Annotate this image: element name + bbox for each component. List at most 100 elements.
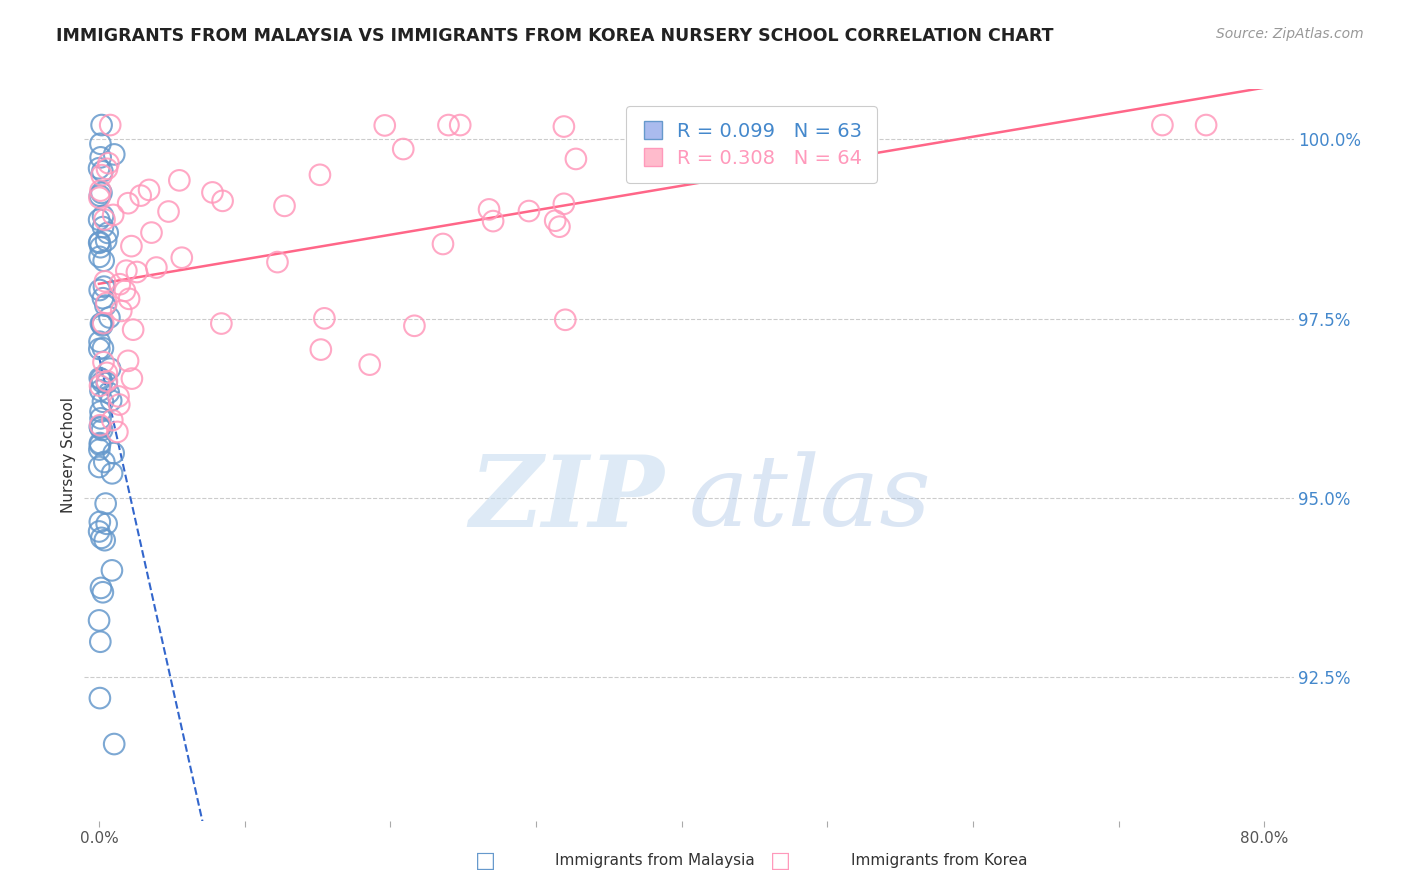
Point bbox=[122, 323, 145, 337]
Point bbox=[87, 614, 110, 628]
Point bbox=[98, 310, 121, 325]
Point bbox=[89, 378, 111, 392]
Point bbox=[392, 142, 415, 156]
Point bbox=[89, 342, 111, 356]
Point bbox=[90, 531, 112, 545]
Point bbox=[89, 240, 111, 254]
Point bbox=[89, 212, 111, 227]
Point bbox=[90, 150, 112, 164]
Point bbox=[89, 334, 111, 349]
Point bbox=[89, 418, 111, 433]
Point bbox=[89, 515, 111, 529]
Point bbox=[96, 366, 118, 380]
Point bbox=[114, 284, 136, 298]
Point bbox=[93, 533, 115, 548]
Point bbox=[89, 371, 111, 385]
Point bbox=[89, 188, 111, 202]
Point bbox=[103, 446, 125, 460]
Point bbox=[96, 376, 118, 390]
Point bbox=[478, 202, 501, 217]
Text: Immigrants from Malaysia: Immigrants from Malaysia bbox=[555, 854, 755, 868]
Point bbox=[89, 191, 111, 205]
Point bbox=[517, 204, 540, 219]
Point bbox=[314, 311, 336, 326]
Text: Source: ZipAtlas.com: Source: ZipAtlas.com bbox=[1216, 27, 1364, 41]
Text: □: □ bbox=[475, 851, 495, 871]
Point bbox=[89, 460, 111, 475]
Point bbox=[93, 212, 115, 227]
Point bbox=[91, 209, 114, 223]
Point bbox=[145, 260, 167, 275]
Point bbox=[101, 413, 124, 427]
Point bbox=[97, 156, 120, 170]
Point bbox=[97, 226, 120, 240]
Point bbox=[120, 239, 142, 253]
Point bbox=[90, 372, 112, 386]
Point bbox=[94, 497, 117, 511]
Point bbox=[89, 235, 111, 249]
Point bbox=[266, 255, 288, 269]
Point bbox=[93, 355, 115, 369]
Point bbox=[169, 173, 191, 187]
Point bbox=[309, 343, 332, 357]
Point bbox=[89, 419, 111, 434]
Text: ZIP: ZIP bbox=[470, 450, 665, 547]
Point bbox=[96, 161, 118, 176]
Point bbox=[129, 188, 152, 202]
Point bbox=[96, 374, 118, 388]
Point bbox=[101, 563, 124, 577]
Point bbox=[1195, 118, 1218, 132]
Y-axis label: Nursery School: Nursery School bbox=[60, 397, 76, 513]
Point bbox=[89, 634, 111, 648]
Point bbox=[374, 119, 396, 133]
Point bbox=[89, 384, 111, 398]
Point bbox=[273, 199, 295, 213]
Point bbox=[170, 251, 193, 265]
Point bbox=[437, 118, 460, 132]
Point bbox=[121, 371, 143, 385]
Point bbox=[91, 220, 114, 235]
Point bbox=[94, 274, 117, 288]
Point bbox=[1152, 118, 1174, 132]
Point bbox=[108, 277, 131, 292]
Point bbox=[89, 438, 111, 452]
Legend: R = 0.099   N = 63, R = 0.308   N = 64: R = 0.099 N = 63, R = 0.308 N = 64 bbox=[626, 106, 877, 183]
Point bbox=[89, 691, 111, 706]
Point bbox=[98, 361, 121, 376]
Point bbox=[107, 389, 129, 403]
Point bbox=[201, 186, 224, 200]
Point bbox=[90, 411, 112, 425]
Point bbox=[89, 436, 111, 450]
Point bbox=[101, 208, 124, 222]
Point bbox=[96, 516, 118, 531]
Point bbox=[87, 161, 110, 176]
Point bbox=[89, 235, 111, 250]
Point bbox=[359, 358, 381, 372]
Point bbox=[91, 375, 114, 389]
Point bbox=[91, 585, 114, 599]
Point bbox=[117, 196, 139, 211]
Point bbox=[211, 194, 233, 208]
Point bbox=[115, 263, 138, 277]
Text: Immigrants from Korea: Immigrants from Korea bbox=[851, 854, 1028, 868]
Point bbox=[91, 318, 114, 333]
Point bbox=[105, 425, 128, 439]
Point bbox=[89, 442, 111, 457]
Point bbox=[125, 265, 148, 279]
Text: IMMIGRANTS FROM MALAYSIA VS IMMIGRANTS FROM KOREA NURSERY SCHOOL CORRELATION CHA: IMMIGRANTS FROM MALAYSIA VS IMMIGRANTS F… bbox=[56, 27, 1053, 45]
Point bbox=[91, 164, 114, 178]
Point bbox=[91, 394, 114, 409]
Point bbox=[89, 524, 111, 539]
Point bbox=[565, 152, 588, 166]
Point bbox=[138, 183, 160, 197]
Point bbox=[118, 292, 141, 306]
Point bbox=[90, 317, 112, 331]
Point bbox=[101, 467, 124, 481]
Point bbox=[90, 317, 112, 331]
Point bbox=[117, 354, 139, 368]
Point bbox=[209, 317, 232, 331]
Point bbox=[90, 186, 112, 200]
Point bbox=[103, 147, 125, 161]
Point bbox=[309, 168, 332, 182]
Point bbox=[432, 237, 454, 252]
